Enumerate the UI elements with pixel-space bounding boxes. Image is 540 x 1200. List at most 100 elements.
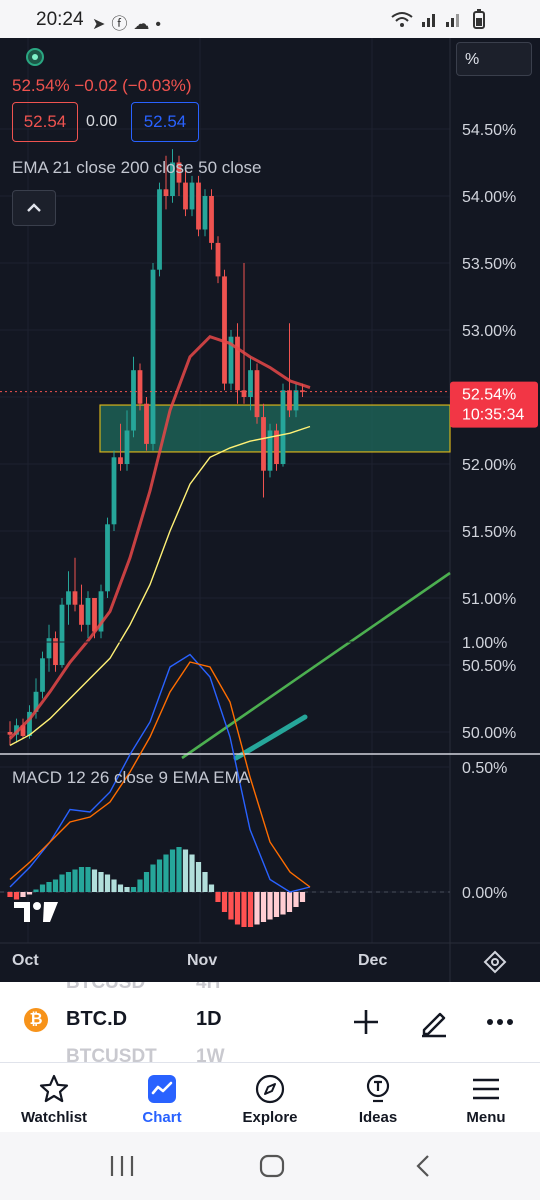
macd-histogram-bar <box>104 874 111 892</box>
macd-histogram-bar <box>59 874 65 892</box>
macd-histogram-bar <box>85 867 91 892</box>
macd-axis-label: 0.50% <box>462 760 507 777</box>
candle-body <box>7 732 13 735</box>
tab-ideas[interactable]: Ideas <box>324 1069 432 1129</box>
candle-body <box>274 430 279 464</box>
tab-label: Ideas <box>358 1109 398 1126</box>
tab-menu[interactable]: Menu <box>432 1069 540 1129</box>
candle-body <box>59 604 65 665</box>
wifi-icon <box>391 9 485 29</box>
candle-body <box>131 370 136 431</box>
macd-histogram-bar <box>163 854 169 892</box>
candle-body <box>124 430 130 464</box>
candle-body <box>170 162 175 196</box>
notification-icons: ➤ⓕ☁• <box>92 10 167 34</box>
macd-line <box>9 653 311 893</box>
tab-chart[interactable]: Chart <box>108 1069 216 1129</box>
add-indicator-button[interactable] <box>348 1004 384 1040</box>
candle-body <box>293 390 299 411</box>
candle-body <box>137 370 143 404</box>
status-bar: 20:24 ➤ⓕ☁• <box>0 0 540 38</box>
compass-icon <box>255 1074 285 1104</box>
symbol-name[interactable]: BTC.D <box>66 1008 128 1030</box>
candle-body <box>202 196 208 230</box>
interval-selector[interactable]: 1D <box>196 1008 222 1030</box>
recent-apps-icon[interactable] <box>108 1154 136 1178</box>
star-icon <box>39 1074 69 1103</box>
symbol-bar[interactable]: BTCUSD 4H ₿ BTC.D 1D BTCUSDT 1W <box>0 982 540 1062</box>
macd-histogram-bar <box>33 889 39 892</box>
percent-scale-button[interactable]: % <box>456 42 532 76</box>
candle-body <box>222 276 227 384</box>
macd-histogram-bar <box>26 892 33 895</box>
candle-body <box>98 591 104 632</box>
macd-histogram-bar <box>228 892 234 920</box>
candle-body <box>85 598 91 625</box>
macd-histogram-bar <box>195 862 202 892</box>
macd-histogram-bar <box>273 892 280 917</box>
macd-legend[interactable]: MACD 12 26 close 9 EMA EMA <box>12 768 251 787</box>
buy-price-box[interactable]: 52.54 <box>131 102 199 142</box>
candle-body <box>228 336 234 384</box>
candle-body <box>111 457 117 525</box>
system-icons <box>390 9 510 34</box>
macd-histogram-bar <box>299 892 306 902</box>
candle-body <box>248 370 253 397</box>
macd-histogram-bar <box>176 847 182 892</box>
macd-histogram-bar <box>189 854 195 892</box>
macd-histogram-bar <box>52 879 59 892</box>
candle-body <box>215 242 221 277</box>
facebook-icon: ⓕ <box>111 16 134 33</box>
time-label-oct: Oct <box>12 952 39 969</box>
price-chart[interactable]: 54.50% 54.00% 53.50% 53.00% 52.00% 51.50% 51.0… <box>0 38 540 982</box>
candle-body <box>105 524 110 592</box>
candle-body <box>53 638 58 665</box>
macd-histogram-bar <box>241 892 247 927</box>
ghost-interval-below: 1W <box>196 1046 225 1062</box>
price-axis-label: 52.00% <box>462 457 516 474</box>
sell-price-box[interactable]: 52.54 <box>12 102 78 142</box>
price-axis-label: 51.00% <box>462 591 516 608</box>
candle-body <box>157 189 162 270</box>
menu-icon <box>473 1078 499 1100</box>
chevron-up-icon <box>27 203 41 212</box>
signal-line <box>9 661 311 888</box>
dot-icon: • <box>155 16 168 33</box>
chart-area[interactable]: 54.50% 54.00% 53.50% 53.00% 52.00% 51.50% 51.0… <box>0 38 540 982</box>
cloud-icon: ☁ <box>133 16 156 33</box>
macd-histogram-bar <box>221 892 228 912</box>
signal-icon <box>446 14 459 27</box>
macd-histogram-bar <box>280 892 286 915</box>
price-axis-label: 50.50% <box>462 658 516 675</box>
macd-histogram-bar <box>208 884 215 892</box>
candle-body <box>150 269 156 444</box>
macd-histogram-bar <box>182 849 189 892</box>
macd-histogram-bar <box>20 892 26 897</box>
back-icon[interactable] <box>412 1154 436 1178</box>
macd-histogram-bar <box>169 849 176 892</box>
tab-explore[interactable]: Explore <box>216 1069 324 1129</box>
last-price-tag <box>450 381 538 428</box>
bottom-tab-bar: Watchlist Chart Explore Ideas Menu <box>0 1062 540 1133</box>
scale-settings-icon[interactable] <box>483 950 507 974</box>
candle-body <box>118 457 123 464</box>
tab-label: Chart <box>142 1109 182 1126</box>
collapse-legend-button[interactable] <box>12 190 56 226</box>
price-axis-label: 51.50% <box>462 524 516 541</box>
drawing-tools-button[interactable] <box>416 1004 452 1040</box>
status-time: 20:24 <box>36 9 84 30</box>
home-icon[interactable] <box>258 1154 286 1178</box>
macd-histogram-bar <box>215 892 221 902</box>
signal-icon <box>422 14 435 27</box>
price-axis-label: 54.50% <box>462 122 516 139</box>
indicator-legend[interactable]: EMA 21 close 200 close 50 close <box>12 158 262 177</box>
macd-histogram-bar <box>293 892 299 907</box>
price-axis-label: 53.50% <box>462 256 516 273</box>
candle-body <box>20 725 26 737</box>
candle-body <box>254 370 260 418</box>
macd-histogram-bar <box>111 879 117 892</box>
macd-histogram-bar <box>39 884 46 892</box>
candle-body <box>287 390 292 411</box>
tab-watchlist[interactable]: Watchlist <box>0 1069 108 1129</box>
more-options-button[interactable] <box>482 1004 518 1040</box>
